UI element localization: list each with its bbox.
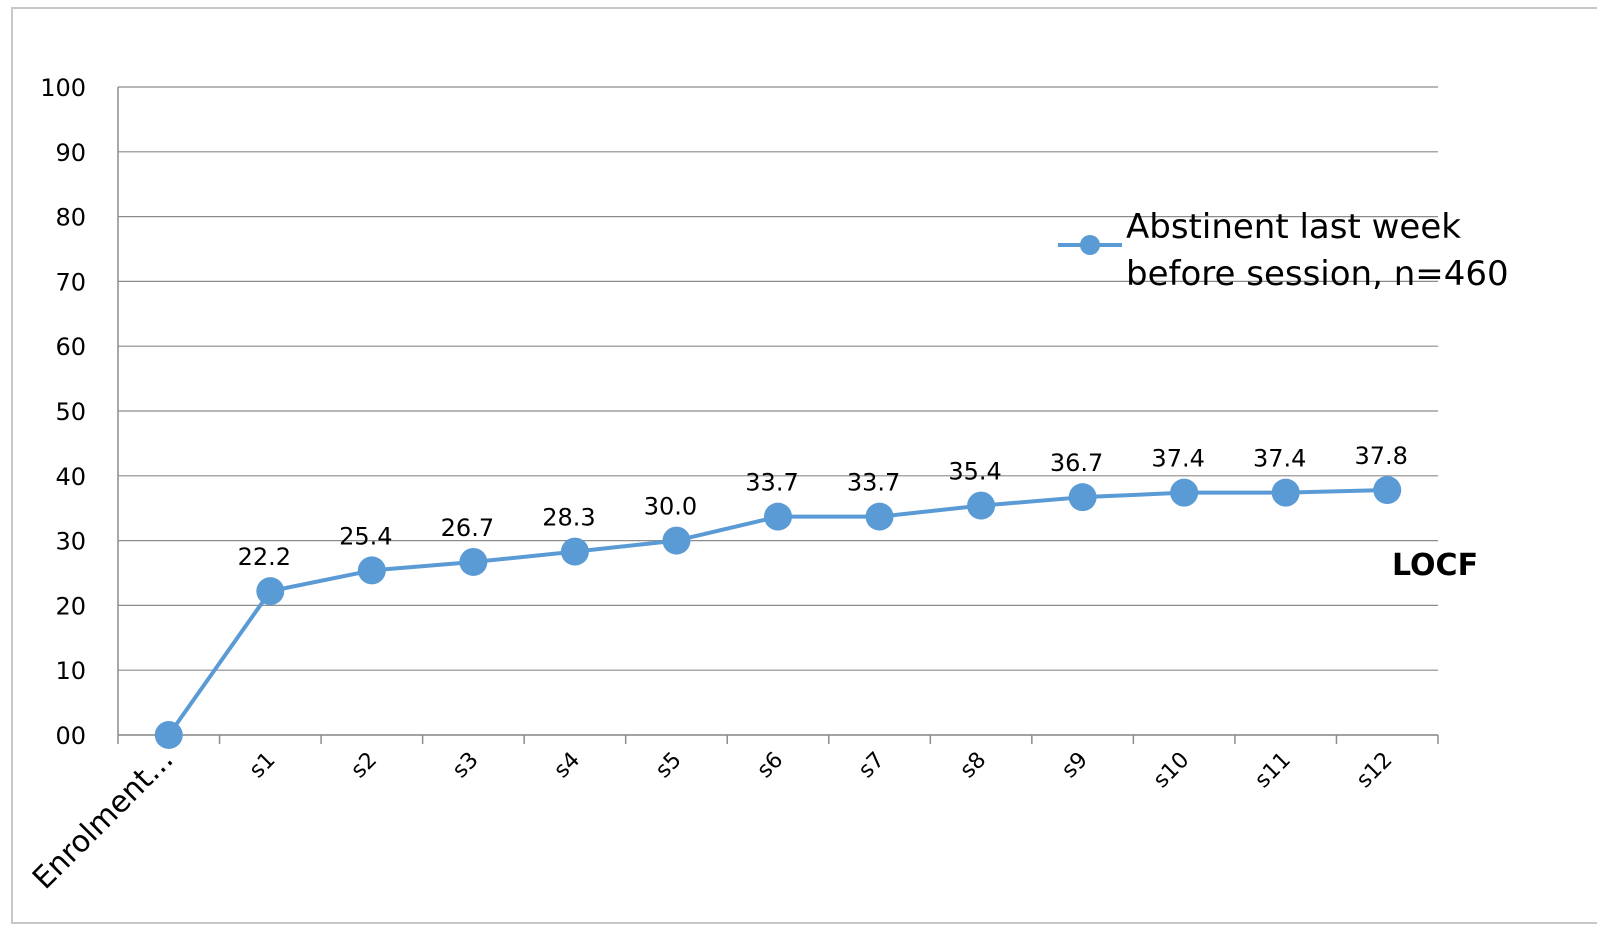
data-label: 37.4 — [1151, 445, 1204, 473]
y-tick-label: 60 — [55, 333, 86, 361]
locf-annotation: LOCF — [1392, 548, 1478, 583]
data-point — [560, 537, 589, 566]
data-point — [256, 577, 285, 606]
y-tick-label: 80 — [55, 204, 86, 232]
data-labels: 22.2 25.4 26.7 28.3 30.0 33.7 33.7 35.4 36.7 37.4… — [238, 442, 1408, 571]
y-tick-label: 100 — [40, 74, 86, 102]
data-label: 37.4 — [1253, 445, 1306, 473]
legend-marker — [1080, 235, 1100, 255]
data-point — [357, 556, 386, 585]
data-point — [1170, 478, 1199, 507]
data-point — [459, 547, 488, 576]
data-label: 25.4 — [339, 522, 392, 550]
data-label: 36.7 — [1050, 449, 1103, 477]
data-point — [1068, 483, 1097, 512]
data-point — [764, 502, 792, 531]
data-label: 26.7 — [441, 514, 494, 542]
data-label: 37.8 — [1355, 442, 1408, 470]
data-label: 28.3 — [542, 504, 595, 532]
data-point — [865, 502, 894, 531]
legend-label-line-2: before session, n=460 — [1126, 254, 1509, 294]
series-line — [154, 476, 1402, 749]
legend: Abstinent last week before session, n=46… — [1058, 207, 1509, 294]
data-label: 33.7 — [745, 469, 798, 497]
data-label: 22.2 — [238, 543, 291, 571]
chart-border — [11, 7, 1597, 924]
y-tick-label: 10 — [55, 657, 86, 685]
data-point — [1373, 476, 1402, 505]
y-tick-label: 30 — [55, 528, 86, 556]
data-label: 30.0 — [644, 493, 697, 521]
y-tick-label: 20 — [55, 592, 86, 620]
y-tick-label: 50 — [55, 398, 86, 426]
data-label: 35.4 — [948, 458, 1001, 486]
data-point — [154, 721, 183, 749]
data-point — [967, 491, 996, 520]
data-point — [662, 526, 691, 555]
y-tick-label: 00 — [55, 722, 86, 750]
data-label: 33.7 — [847, 469, 900, 497]
y-tick-label: 70 — [55, 268, 86, 296]
legend-label-line-1: Abstinent last week — [1126, 207, 1461, 247]
y-axis-ticks: 00 10 20 30 40 50 60 70 80 90 100 — [40, 74, 86, 750]
data-point — [1271, 478, 1300, 507]
y-tick-label: 40 — [55, 463, 86, 491]
y-tick-label: 90 — [55, 139, 86, 167]
